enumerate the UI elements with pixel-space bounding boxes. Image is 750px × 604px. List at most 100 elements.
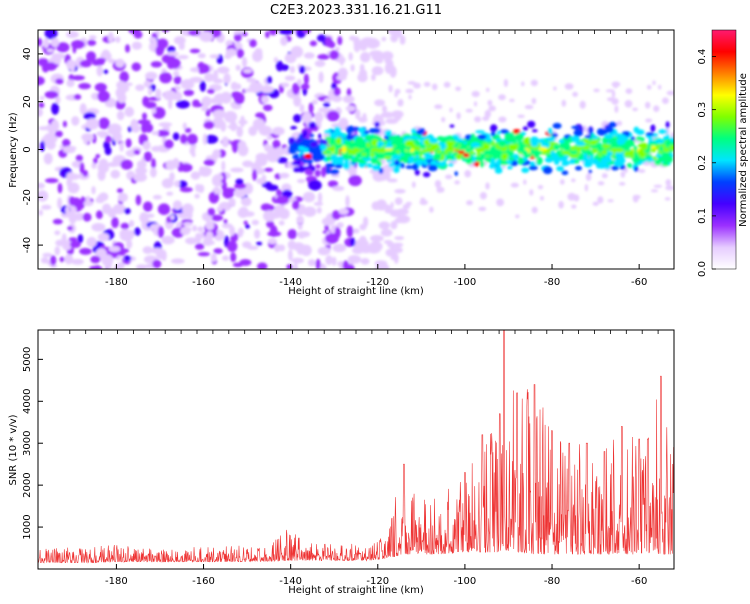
heatmap-cell <box>124 106 135 117</box>
heatmap-cell <box>86 51 96 62</box>
heatmap-cell <box>117 92 127 104</box>
heatmap-cell <box>412 150 421 156</box>
heatmap-cell <box>298 145 305 151</box>
heatmap-cell <box>67 226 73 231</box>
heatmap-cell <box>639 137 645 142</box>
heatmap-cell <box>177 55 189 60</box>
heatmap-cell <box>224 53 232 60</box>
heatmap-cell <box>625 88 633 94</box>
heatmap-cell <box>194 193 200 199</box>
heatmap-cell <box>102 203 112 215</box>
heatmap-cell <box>276 189 282 197</box>
heatmap-cell <box>654 138 665 144</box>
heatmap-cell <box>392 247 403 254</box>
heatmap-cell <box>293 114 302 123</box>
heatmap-cell <box>50 37 60 48</box>
heatmap-cell <box>391 154 402 160</box>
heatmap-cell <box>202 133 208 146</box>
heatmap-cell <box>172 132 180 141</box>
heatmap-cell <box>280 36 288 46</box>
heatmap-cell <box>119 229 132 239</box>
heatmap-cell <box>269 30 278 36</box>
heatmap-cell <box>284 75 296 81</box>
heatmap-cell <box>495 161 500 166</box>
heatmap-x-tick-label: -60 <box>631 277 647 288</box>
heatmap-cell <box>529 189 534 196</box>
heatmap-cell <box>602 139 608 144</box>
snr-x-ticks: -180 -160 -140 -120 -100 -80 -60 <box>105 564 647 587</box>
heatmap-cell <box>384 129 393 137</box>
heatmap-cell <box>308 163 312 167</box>
heatmap-cell <box>59 256 65 263</box>
heatmap-cell <box>197 226 204 232</box>
heatmap-cell <box>332 243 347 253</box>
heatmap-cell <box>198 166 212 177</box>
heatmap-cell <box>98 117 110 130</box>
heatmap-cell <box>665 185 674 191</box>
heatmap-cell <box>57 183 63 194</box>
heatmap-cell <box>562 158 568 167</box>
heatmap-cell <box>455 147 460 151</box>
heatmap-cell <box>300 83 310 90</box>
heatmap-cell <box>234 182 247 190</box>
heatmap-cell <box>384 208 394 214</box>
heatmap-cell <box>131 41 142 50</box>
heatmap-cell <box>173 75 182 85</box>
heatmap-cell <box>441 117 446 123</box>
heatmap-cell <box>468 145 474 153</box>
heatmap-cell <box>95 248 107 260</box>
heatmap-cell <box>133 30 143 39</box>
heatmap-cell <box>238 119 248 125</box>
heatmap-cell <box>384 204 391 210</box>
heatmap-cell <box>325 255 333 265</box>
heatmap-cell <box>571 125 581 129</box>
heatmap-cell <box>569 157 575 165</box>
heatmap-cell <box>611 81 621 88</box>
heatmap-cell <box>432 144 441 149</box>
heatmap-cell <box>203 159 215 166</box>
heatmap-cell <box>394 217 403 224</box>
heatmap-cell <box>316 34 327 42</box>
heatmap-cell <box>78 82 91 90</box>
heatmap-cell <box>279 64 290 71</box>
heatmap-cell <box>329 50 340 60</box>
heatmap-cell <box>309 40 317 47</box>
heatmap-cell <box>236 48 244 59</box>
heatmap-cell <box>523 179 527 185</box>
heatmap-cell <box>75 154 83 162</box>
heatmap-x-tick-label: -140 <box>279 277 302 288</box>
heatmap-cell <box>62 120 67 128</box>
heatmap-cell <box>476 148 481 157</box>
heatmap-cell <box>222 187 237 192</box>
heatmap-cell <box>135 84 145 91</box>
heatmap-cell <box>182 222 193 227</box>
heatmap-cell <box>325 150 332 154</box>
heatmap-cell <box>470 135 476 143</box>
heatmap-cell <box>220 172 227 184</box>
heatmap-cell <box>573 129 583 137</box>
heatmap-cell <box>376 53 384 62</box>
heatmap-cell <box>662 97 669 104</box>
heatmap-cell <box>324 130 332 134</box>
heatmap-cell <box>135 194 142 206</box>
heatmap-y-tick-label: 0 <box>22 146 33 152</box>
heatmap-cell <box>611 90 616 98</box>
heatmap-cell <box>314 111 324 123</box>
heatmap-cell <box>71 40 85 49</box>
heatmap-cell <box>531 206 538 214</box>
heatmap-x-tick-label: -180 <box>105 277 128 288</box>
heatmap-cell <box>38 102 45 109</box>
heatmap-cell <box>518 156 525 161</box>
heatmap-cell <box>70 61 75 73</box>
heatmap-cell <box>242 32 248 37</box>
heatmap-cell <box>227 240 238 252</box>
heatmap-cell <box>466 200 473 206</box>
heatmap-cell <box>189 147 195 155</box>
heatmap-cell <box>413 82 421 89</box>
heatmap-cell <box>302 111 312 124</box>
heatmap-cell <box>490 158 496 166</box>
heatmap-cell <box>42 252 53 258</box>
heatmap-cell <box>242 241 252 249</box>
heatmap-cell <box>71 75 85 81</box>
heatmap-cell <box>615 133 622 138</box>
